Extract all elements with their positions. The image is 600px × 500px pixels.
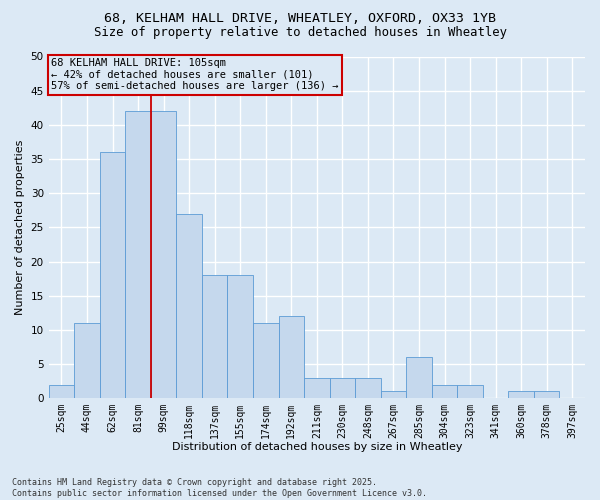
Bar xyxy=(151,111,176,398)
Bar xyxy=(406,357,432,398)
Text: 68, KELHAM HALL DRIVE, WHEATLEY, OXFORD, OX33 1YB: 68, KELHAM HALL DRIVE, WHEATLEY, OXFORD,… xyxy=(104,12,496,26)
Bar xyxy=(508,392,534,398)
Bar xyxy=(278,316,304,398)
Bar xyxy=(202,275,227,398)
X-axis label: Distribution of detached houses by size in Wheatley: Distribution of detached houses by size … xyxy=(172,442,462,452)
Bar xyxy=(534,392,559,398)
Bar xyxy=(176,214,202,398)
Y-axis label: Number of detached properties: Number of detached properties xyxy=(15,140,25,315)
Bar xyxy=(227,275,253,398)
Bar xyxy=(380,392,406,398)
Bar xyxy=(329,378,355,398)
Text: 68 KELHAM HALL DRIVE: 105sqm
← 42% of detached houses are smaller (101)
57% of s: 68 KELHAM HALL DRIVE: 105sqm ← 42% of de… xyxy=(52,58,339,92)
Bar xyxy=(355,378,380,398)
Bar xyxy=(432,384,457,398)
Bar xyxy=(457,384,483,398)
Bar xyxy=(74,323,100,398)
Bar xyxy=(100,152,125,398)
Text: Contains HM Land Registry data © Crown copyright and database right 2025.
Contai: Contains HM Land Registry data © Crown c… xyxy=(12,478,427,498)
Bar xyxy=(49,384,74,398)
Text: Size of property relative to detached houses in Wheatley: Size of property relative to detached ho… xyxy=(94,26,506,39)
Bar xyxy=(125,111,151,398)
Bar xyxy=(304,378,329,398)
Bar xyxy=(253,323,278,398)
